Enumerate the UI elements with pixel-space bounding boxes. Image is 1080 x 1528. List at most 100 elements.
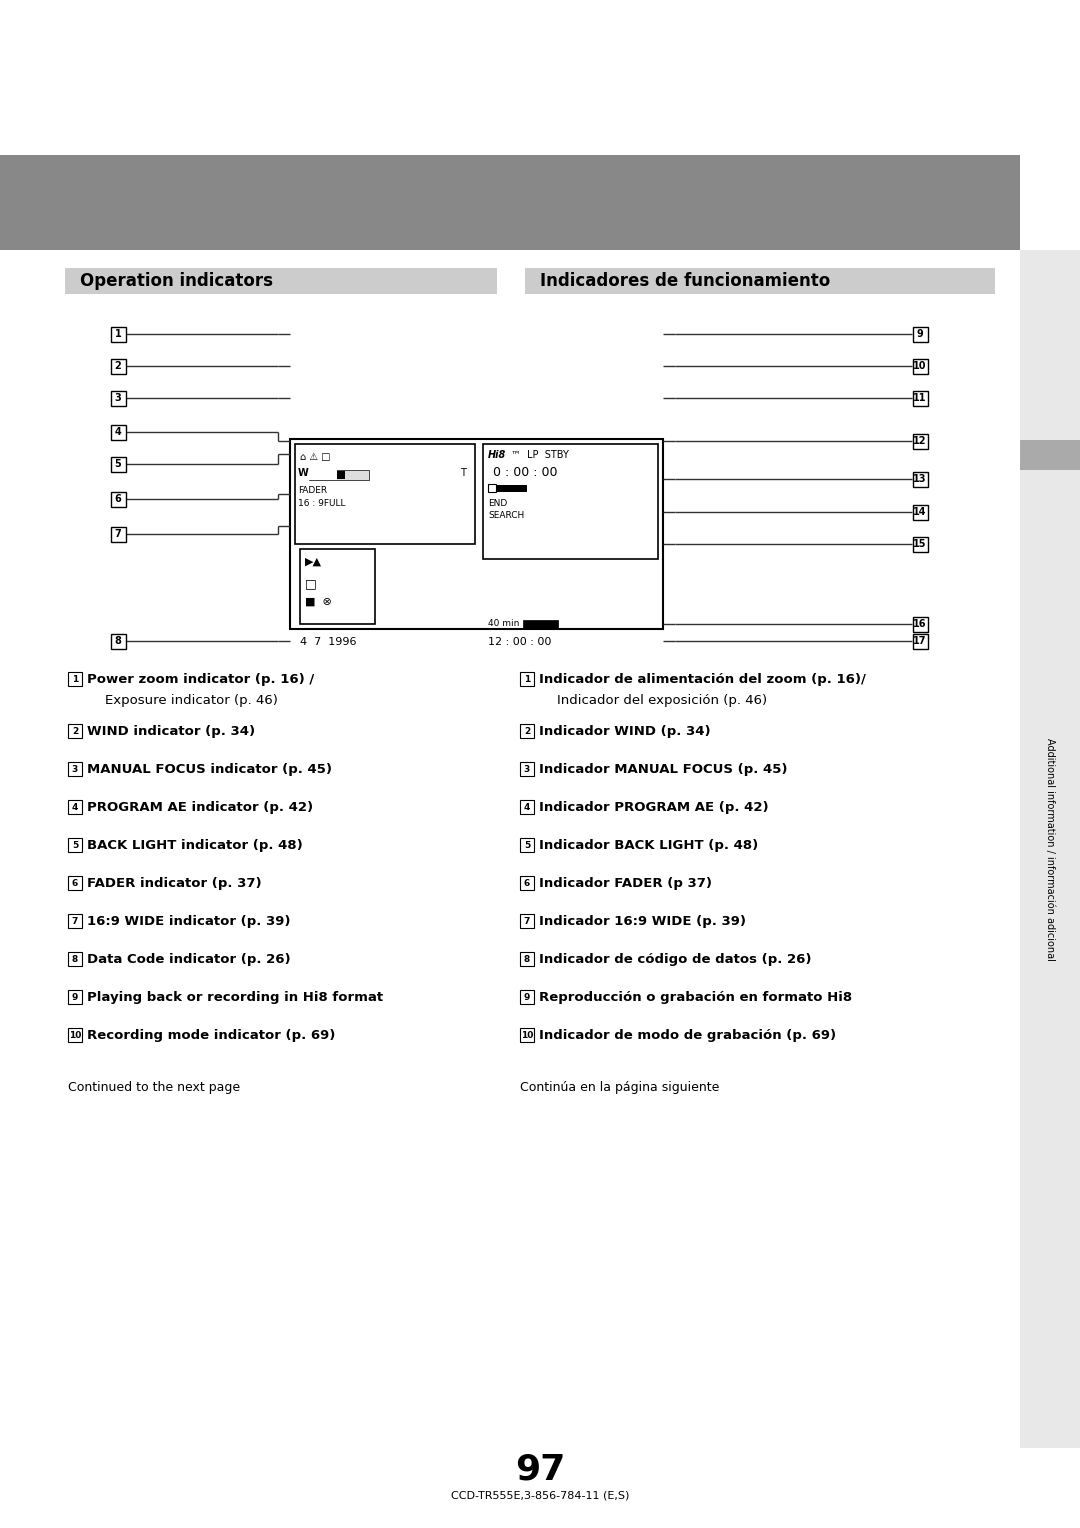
Text: 2: 2 — [524, 726, 530, 735]
Bar — [110, 425, 125, 440]
Bar — [913, 616, 928, 631]
Text: 7: 7 — [71, 917, 78, 926]
Bar — [110, 634, 125, 648]
Text: 2: 2 — [114, 361, 121, 371]
Text: 2: 2 — [72, 726, 78, 735]
Text: ▶▲: ▶▲ — [305, 558, 322, 567]
Text: 0 : 00 : 00: 0 : 00 : 00 — [492, 466, 557, 478]
Bar — [913, 472, 928, 486]
Text: 7: 7 — [524, 917, 530, 926]
Text: 3: 3 — [72, 764, 78, 773]
Bar — [68, 837, 82, 853]
Text: 6: 6 — [72, 879, 78, 888]
Bar — [309, 471, 337, 480]
Text: Operation indicators: Operation indicators — [80, 272, 273, 290]
Text: 10: 10 — [69, 1030, 81, 1039]
Bar — [519, 876, 534, 889]
Text: 17: 17 — [914, 636, 927, 646]
Bar — [519, 837, 534, 853]
Text: END: END — [488, 500, 508, 507]
Text: Indicador 16:9 WIDE (p. 39): Indicador 16:9 WIDE (p. 39) — [539, 914, 746, 927]
Text: Data Code indicator (p. 26): Data Code indicator (p. 26) — [87, 952, 291, 966]
Bar — [519, 762, 534, 776]
Text: 16:9 WIDE indicator (p. 39): 16:9 WIDE indicator (p. 39) — [87, 914, 291, 927]
Text: 4: 4 — [524, 802, 530, 811]
Bar — [913, 327, 928, 341]
Bar — [68, 724, 82, 738]
Text: Continued to the next page: Continued to the next page — [68, 1080, 240, 1094]
Bar — [68, 876, 82, 889]
Text: BACK LIGHT indicator (p. 48): BACK LIGHT indicator (p. 48) — [87, 839, 302, 851]
Bar — [519, 672, 534, 686]
Text: 40 min: 40 min — [488, 619, 519, 628]
Text: W: W — [298, 468, 309, 478]
Bar — [68, 952, 82, 966]
Text: 8: 8 — [72, 955, 78, 964]
Text: 15: 15 — [914, 539, 927, 549]
Text: 1: 1 — [72, 674, 78, 683]
Text: Hi8: Hi8 — [488, 451, 507, 460]
Bar — [110, 391, 125, 405]
Text: ™  LP  STBY: ™ LP STBY — [511, 451, 569, 460]
Text: SEARCH: SEARCH — [488, 510, 524, 520]
Bar — [913, 536, 928, 552]
Text: Playing back or recording in Hi8 format: Playing back or recording in Hi8 format — [87, 990, 383, 1004]
Text: PROGRAM AE indicator (p. 42): PROGRAM AE indicator (p. 42) — [87, 801, 313, 813]
Bar — [913, 634, 928, 648]
Bar — [68, 762, 82, 776]
Text: Indicador MANUAL FOCUS (p. 45): Indicador MANUAL FOCUS (p. 45) — [539, 762, 787, 776]
Bar — [68, 1028, 82, 1042]
Text: 16 : 9FULL: 16 : 9FULL — [298, 500, 346, 507]
Text: 9: 9 — [524, 993, 530, 1001]
Bar — [0, 154, 1020, 251]
Text: MANUAL FOCUS indicator (p. 45): MANUAL FOCUS indicator (p. 45) — [87, 762, 332, 776]
Bar — [519, 952, 534, 966]
Text: 4: 4 — [71, 802, 78, 811]
Text: 5: 5 — [72, 840, 78, 850]
Bar — [295, 445, 475, 544]
Bar — [519, 914, 534, 927]
Text: 4  7  1996: 4 7 1996 — [300, 637, 356, 646]
Text: 5: 5 — [524, 840, 530, 850]
Text: 13: 13 — [914, 474, 927, 484]
Bar — [110, 359, 125, 373]
Bar — [497, 484, 527, 492]
Bar — [68, 672, 82, 686]
Text: 12 : 00 : 00: 12 : 00 : 00 — [488, 637, 552, 646]
Text: Additional information / información adicional: Additional information / información adi… — [1045, 738, 1055, 961]
Text: Power zoom indicator (p. 16) /: Power zoom indicator (p. 16) / — [87, 672, 314, 686]
Text: 16: 16 — [914, 619, 927, 630]
Text: Indicador WIND (p. 34): Indicador WIND (p. 34) — [539, 724, 711, 738]
Bar — [110, 327, 125, 341]
Text: 1: 1 — [524, 674, 530, 683]
Text: □: □ — [305, 578, 316, 590]
Text: Indicador FADER (p 37): Indicador FADER (p 37) — [539, 877, 712, 889]
Text: Indicador BACK LIGHT (p. 48): Indicador BACK LIGHT (p. 48) — [539, 839, 758, 851]
Text: WIND indicator (p. 34): WIND indicator (p. 34) — [87, 724, 255, 738]
Bar — [519, 801, 534, 814]
Text: 10: 10 — [914, 361, 927, 371]
Text: FADER: FADER — [298, 486, 327, 495]
Text: 11: 11 — [914, 393, 927, 403]
Bar — [300, 549, 375, 623]
Text: CCD-TR555E,3-856-784-11 (E,S): CCD-TR555E,3-856-784-11 (E,S) — [450, 1490, 630, 1500]
Text: 6: 6 — [524, 879, 530, 888]
Text: 10: 10 — [521, 1030, 534, 1039]
Text: 8: 8 — [114, 636, 121, 646]
Bar — [523, 620, 558, 630]
Text: 5: 5 — [114, 458, 121, 469]
Text: Reproducción o grabación en formato Hi8: Reproducción o grabación en formato Hi8 — [539, 990, 852, 1004]
Bar — [68, 914, 82, 927]
Text: 3: 3 — [524, 764, 530, 773]
Bar — [913, 434, 928, 449]
Bar — [913, 359, 928, 373]
Bar — [309, 471, 369, 480]
Text: 12: 12 — [914, 435, 927, 446]
Bar — [68, 990, 82, 1004]
Bar — [1020, 251, 1080, 1449]
Text: Continúa en la página siguiente: Continúa en la página siguiente — [519, 1080, 719, 1094]
Text: 14: 14 — [914, 507, 927, 516]
Text: Indicador PROGRAM AE (p. 42): Indicador PROGRAM AE (p. 42) — [539, 801, 769, 813]
Bar — [110, 457, 125, 472]
Bar — [488, 484, 496, 492]
